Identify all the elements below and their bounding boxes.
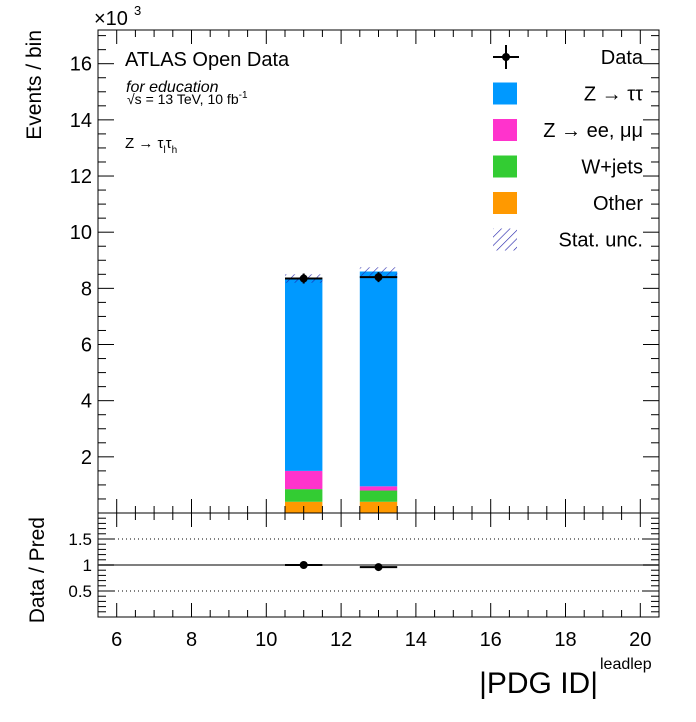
- legend-data-label: Data: [601, 47, 644, 69]
- bar-z--bin-0: [285, 278, 323, 471]
- x-tick-label: 12: [330, 629, 352, 651]
- main-y-tick-label: 12: [70, 166, 92, 188]
- ratio-points: [285, 561, 398, 572]
- main-panel: 2 4 6 8 10 12 14 16 ×10 3 Events / bin ATLAS Op…: [23, 3, 660, 514]
- main-y-ticks: 2 4 6 8 10 12 14 16: [70, 35, 659, 500]
- bar-w-jets-bin-0: [285, 489, 323, 502]
- y-multiplier: ×10: [94, 8, 128, 30]
- channel-tau-2: τ: [166, 135, 172, 152]
- x-axis-title-superscript: leadlep: [600, 656, 652, 673]
- channel-prefix: Z → τ: [125, 135, 163, 152]
- ratio-panel: 0.5 1 1.5 6 8 10 12 14 16 18 20 Data / Pred |PDG …: [26, 512, 660, 700]
- ratio-x-ticks: 6 8 10 12 14 16 18 20: [111, 513, 651, 651]
- energy-lumi-label: √s = 13 TeV, 10 fb-1: [127, 90, 248, 107]
- data-point-0: [299, 274, 308, 283]
- stacked-bars: [285, 271, 398, 513]
- lumi-exponent: -1: [239, 90, 248, 101]
- main-y-axis-title: Events / bin: [23, 30, 46, 140]
- bar-z--bin-1: [359, 271, 398, 487]
- ratio-y-tick-label: 0.5: [68, 582, 92, 601]
- channel-subscript-2: h: [172, 145, 178, 156]
- x-tick-label: 14: [405, 629, 427, 651]
- legend-stat-unc-swatch: [493, 228, 517, 251]
- ratio-y-ticks: 0.5 1 1.5: [68, 517, 659, 613]
- legend-z-ee-swatch: [493, 119, 517, 141]
- stat-unc-band-bin-1: [359, 267, 398, 276]
- ratio-point-0: [299, 561, 308, 569]
- data-point-1: [374, 273, 383, 282]
- bar-z-ee--bin-1: [359, 486, 398, 491]
- legend-other-swatch: [493, 192, 517, 214]
- main-y-tick-label: 6: [81, 335, 92, 357]
- main-y-tick-label: 8: [81, 278, 92, 300]
- x-tick-label: 18: [554, 629, 576, 651]
- data-points: [285, 272, 398, 284]
- purpose-label: for education: [126, 79, 219, 96]
- legend: Data Z → ττ Z → ee, μμ W+jets Other Stat. unc…: [493, 45, 644, 252]
- experiment-label: ATLAS Open Data: [125, 49, 290, 71]
- x-tick-label: 10: [255, 629, 277, 651]
- legend-w-jets-swatch: [493, 155, 517, 178]
- bar-w-jets-bin-1: [359, 490, 398, 502]
- x-tick-label: 8: [186, 629, 197, 651]
- legend-w-jets-label: W+jets: [581, 157, 643, 179]
- main-y-tick-label: 10: [70, 222, 92, 244]
- x-axis-title: |PDG ID|: [479, 667, 598, 700]
- main-y-tick-label: 14: [70, 110, 92, 132]
- x-tick-label: 6: [111, 629, 122, 651]
- channel-label: Z → τlτh: [125, 135, 177, 156]
- legend-z-label: Z → ττ: [584, 84, 643, 106]
- legend-other-label: Other: [593, 193, 643, 215]
- main-y-tick-label: 16: [70, 54, 92, 76]
- main-x-ticks: [116, 30, 641, 513]
- main-y-tick-label: 2: [81, 447, 92, 469]
- legend-z-ee-label: Z → ee, μμ: [543, 120, 643, 142]
- energy-text: √s = 13 TeV, 10 fb: [127, 91, 239, 107]
- main-y-tick-label: 4: [81, 391, 92, 413]
- ratio-y-axis-title: Data / Pred: [26, 517, 49, 623]
- legend-stat-unc-label: Stat. unc.: [559, 230, 644, 252]
- bar-z-ee--bin-0: [285, 470, 323, 490]
- legend-data-marker: [502, 53, 510, 61]
- x-tick-label: 20: [629, 629, 651, 651]
- y-multiplier-exponent: 3: [134, 3, 141, 18]
- ratio-point-1: [374, 563, 383, 572]
- legend-z-swatch: [493, 82, 517, 105]
- ratio-y-tick-label: 1: [83, 556, 92, 575]
- ratio-y-tick-label: 1.5: [68, 530, 92, 549]
- channel-subscript-1: l: [163, 145, 165, 156]
- x-tick-label: 16: [480, 629, 502, 651]
